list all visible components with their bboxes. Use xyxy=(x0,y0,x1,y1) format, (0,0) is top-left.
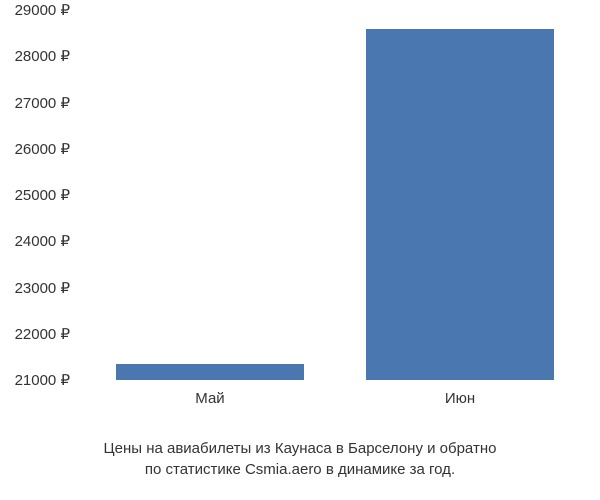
y-tick-label: 28000 ₽ xyxy=(15,47,70,65)
y-tick-label: 25000 ₽ xyxy=(15,186,70,204)
x-tick-label: Май xyxy=(195,390,224,407)
y-tick-label: 24000 ₽ xyxy=(15,232,70,250)
caption-line-2: по статистике Csmia.aero в динамике за г… xyxy=(145,461,455,478)
y-tick-label: 29000 ₽ xyxy=(15,1,70,19)
bar xyxy=(366,29,554,381)
y-tick-label: 22000 ₽ xyxy=(15,325,70,343)
y-tick-label: 23000 ₽ xyxy=(15,279,70,297)
x-tick-label: Июн xyxy=(445,390,475,407)
caption-line-1: Цены на авиабилеты из Каунаса в Барселон… xyxy=(104,440,497,457)
chart-caption: Цены на авиабилеты из Каунаса в Барселон… xyxy=(0,438,600,480)
y-tick-label: 27000 ₽ xyxy=(15,94,70,112)
plot-area xyxy=(85,10,585,380)
bar-chart: 21000 ₽ 22000 ₽ 23000 ₽ 24000 ₽ 25000 ₽ 26000… xyxy=(0,0,600,500)
y-tick-label: 21000 ₽ xyxy=(15,371,70,389)
bar xyxy=(116,364,304,380)
y-tick-label: 26000 ₽ xyxy=(15,140,70,158)
x-axis: Май Июн xyxy=(85,385,585,415)
y-axis: 21000 ₽22000 ₽23000 ₽24000 ₽25000 ₽26000… xyxy=(0,10,80,380)
